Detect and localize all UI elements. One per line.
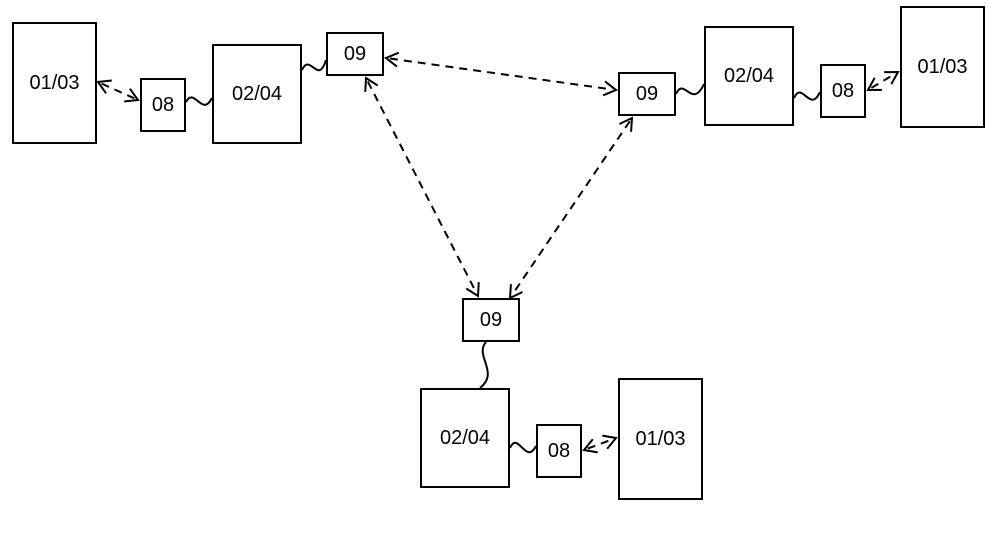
node-label: 09 (480, 309, 502, 331)
node-label: 09 (344, 43, 366, 65)
node-label: 01/03 (917, 56, 967, 78)
node-n5: 09 (618, 72, 676, 116)
node-label: 01/03 (29, 72, 79, 94)
node-n3: 02/04 (212, 44, 302, 144)
node-n9: 09 (462, 298, 520, 342)
node-n8: 01/03 (900, 6, 985, 128)
node-label: 08 (152, 94, 174, 116)
node-label: 08 (548, 440, 570, 462)
node-n7: 08 (820, 64, 866, 118)
node-label: 08 (832, 80, 854, 102)
node-label: 02/04 (232, 83, 282, 105)
node-label: 01/03 (635, 428, 685, 450)
node-n11: 08 (536, 424, 582, 478)
node-n10: 02/04 (420, 388, 510, 488)
node-label: 02/04 (724, 65, 774, 87)
node-label: 02/04 (440, 427, 490, 449)
node-label: 09 (636, 83, 658, 105)
node-n12: 01/03 (618, 378, 703, 500)
node-n1: 01/03 (12, 22, 97, 144)
node-n4: 09 (326, 32, 384, 76)
node-n6: 02/04 (704, 26, 794, 126)
node-n2: 08 (140, 78, 186, 132)
